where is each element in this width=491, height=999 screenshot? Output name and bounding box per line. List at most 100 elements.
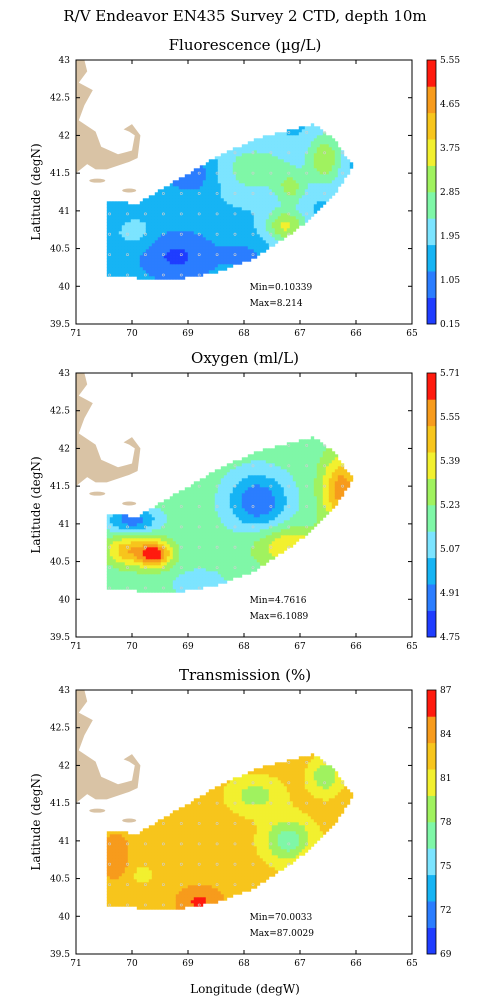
contour-cell — [220, 249, 225, 253]
contour-cell — [130, 541, 135, 545]
contour-cell — [175, 198, 180, 202]
contour-cell — [133, 219, 138, 223]
contour-cell — [220, 574, 225, 578]
contour-cell — [229, 183, 234, 187]
contour-cell — [148, 228, 153, 232]
contour-cell — [142, 553, 147, 557]
contour-cell — [115, 207, 120, 211]
contour-cell — [181, 541, 186, 545]
contour-cell — [283, 132, 288, 136]
station-marker — [323, 171, 327, 175]
contour-cell — [175, 553, 180, 557]
contour-cell — [184, 210, 189, 214]
contour-cell — [310, 141, 315, 145]
contour-cell — [175, 189, 180, 193]
contour-cell — [163, 255, 168, 259]
contour-cell — [187, 541, 192, 545]
contour-cell — [139, 553, 144, 557]
contour-cell — [265, 499, 270, 503]
contour-cell — [187, 177, 192, 181]
x-tick-label: 67 — [294, 329, 306, 339]
contour-cell — [166, 514, 171, 518]
contour-cell — [229, 261, 234, 265]
contour-cell — [244, 520, 249, 524]
contour-cell — [262, 135, 267, 139]
contour-cell — [232, 258, 237, 262]
contour-cell — [211, 165, 216, 169]
panel-title: Fluorescence (µg/L) — [169, 36, 322, 54]
contour-cell — [220, 502, 225, 506]
contour-cell — [115, 249, 120, 253]
contour-cell — [166, 505, 171, 509]
contour-cell — [319, 192, 324, 196]
contour-cell — [271, 201, 276, 205]
contour-cell — [304, 511, 309, 515]
contour-cell — [196, 511, 201, 515]
contour-cell — [124, 234, 129, 238]
contour-cell — [193, 586, 198, 590]
contour-cell — [175, 493, 180, 497]
contour-cell — [193, 258, 198, 262]
contour-cell — [244, 478, 249, 482]
station-marker — [108, 273, 112, 277]
contour-cell — [199, 550, 204, 554]
contour-cell — [127, 258, 132, 262]
contour-cell — [211, 204, 216, 208]
contour-cell — [154, 270, 159, 274]
contour-cell — [271, 454, 276, 458]
contour-cell — [283, 159, 288, 163]
contour-cell — [142, 568, 147, 572]
contour-cell — [178, 511, 183, 515]
contour-cell — [121, 538, 126, 542]
contour-cell — [241, 252, 246, 256]
contour-cell — [289, 138, 294, 142]
contour-cell — [160, 532, 165, 536]
contour-cell — [178, 195, 183, 199]
contour-cell — [196, 574, 201, 578]
station-marker — [233, 232, 237, 236]
contour-cell — [235, 547, 240, 551]
contour-cell — [163, 237, 168, 241]
contour-cell — [157, 267, 162, 271]
contour-cell — [148, 577, 153, 581]
contour-cell — [310, 144, 315, 148]
contour-cell — [163, 535, 168, 539]
contour-cell — [268, 505, 273, 509]
contour-cell — [286, 523, 291, 527]
contour-cell — [214, 222, 219, 226]
contour-cell — [163, 261, 168, 265]
contour-cell — [295, 186, 300, 190]
contour-cell — [115, 201, 120, 205]
contour-cell — [271, 231, 276, 235]
contour-cell — [220, 535, 225, 539]
station-marker — [161, 232, 165, 236]
contour-cell — [253, 204, 258, 208]
contour-cell — [265, 204, 270, 208]
contour-cell — [109, 246, 114, 250]
contour-cell — [310, 186, 315, 190]
contour-cell — [265, 192, 270, 196]
contour-cell — [214, 535, 219, 539]
contour-cell — [199, 261, 204, 265]
contour-cell — [136, 580, 141, 584]
contour-cell — [205, 520, 210, 524]
contour-cell — [280, 159, 285, 163]
contour-cell — [184, 264, 189, 268]
contour-cell — [208, 201, 213, 205]
contour-cell — [271, 523, 276, 527]
contour-cell — [145, 538, 150, 542]
contour-cell — [295, 529, 300, 533]
contour-cell — [178, 258, 183, 262]
contour-cell — [241, 457, 246, 461]
contour-cell — [277, 222, 282, 226]
contour-cell — [247, 165, 252, 169]
contour-cell — [211, 180, 216, 184]
contour-cell — [214, 156, 219, 160]
contour-cell — [262, 204, 267, 208]
contour-cell — [163, 258, 168, 262]
contour-cell — [292, 183, 297, 187]
contour-cell — [121, 523, 126, 527]
contour-cell — [295, 147, 300, 151]
contour-cell — [196, 532, 201, 536]
contour-cell — [166, 255, 171, 259]
